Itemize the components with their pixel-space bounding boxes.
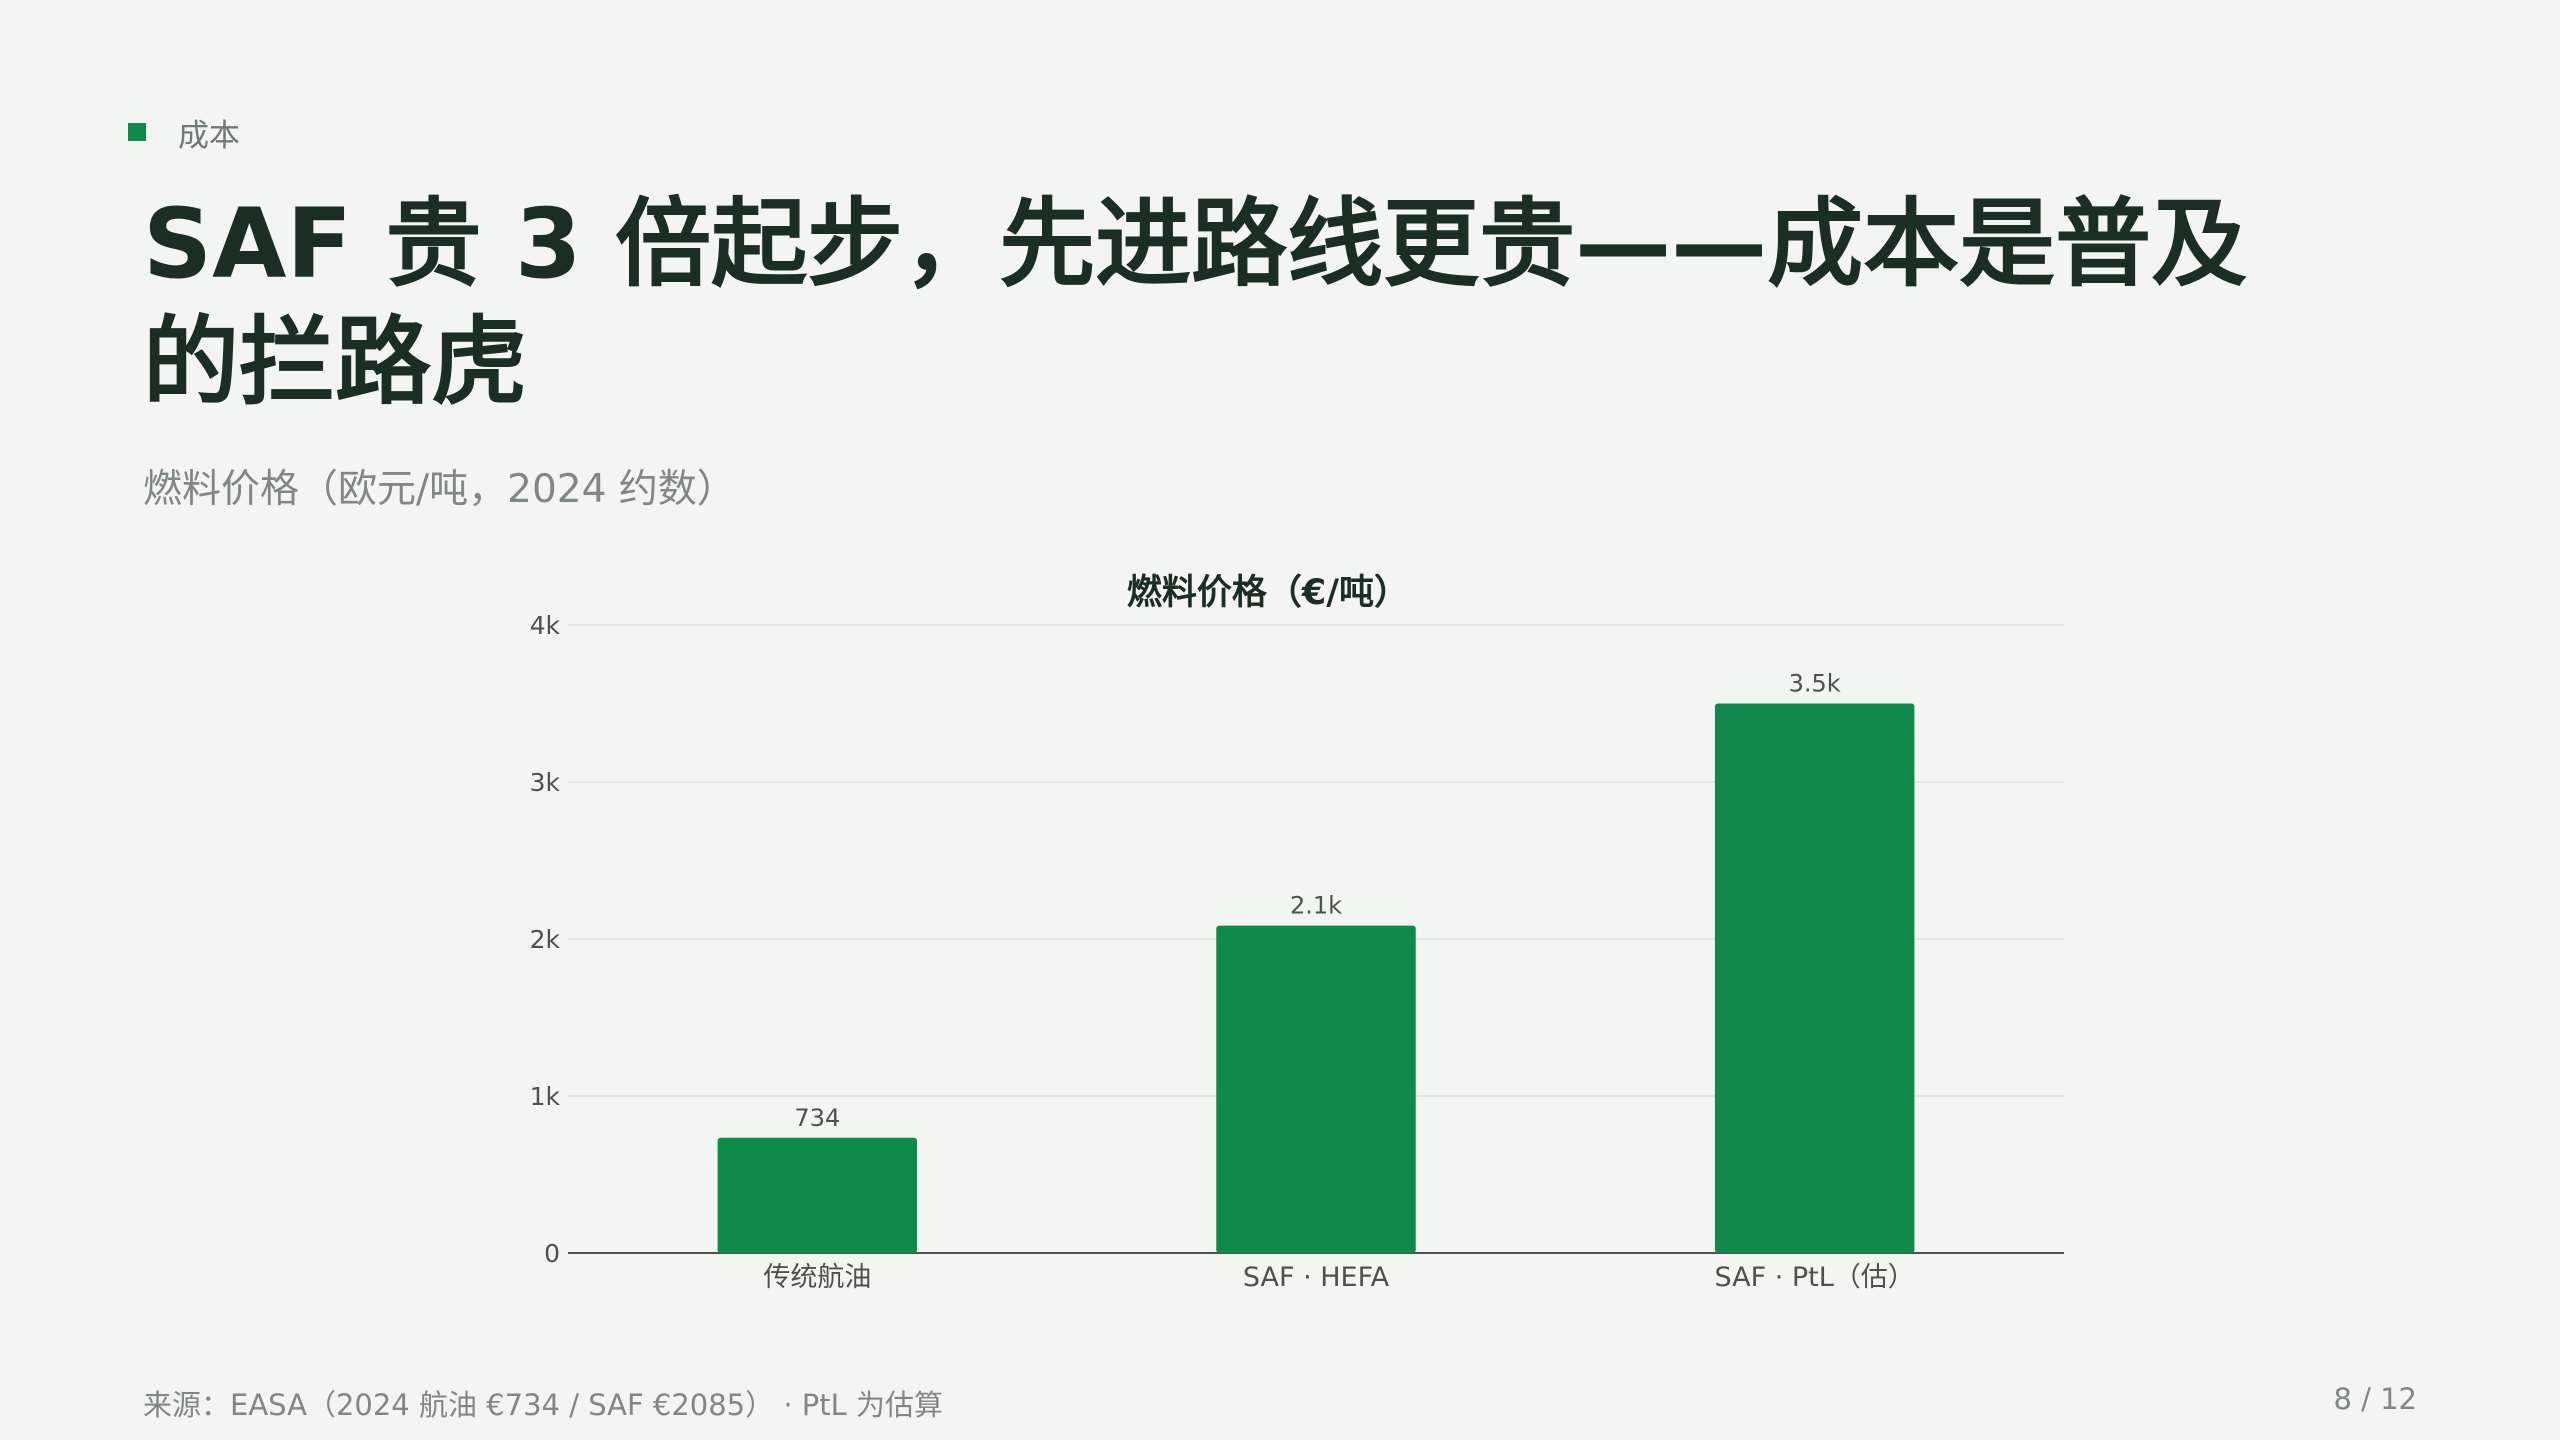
chart-title: 燃料价格（€/吨） bbox=[1127, 573, 1409, 613]
y-tick-label: 0 bbox=[544, 1239, 560, 1268]
data-label: 2.1k bbox=[1290, 892, 1342, 920]
bar bbox=[717, 1137, 918, 1253]
y-tick-label: 1k bbox=[530, 1082, 561, 1111]
bar bbox=[1216, 925, 1416, 1253]
bar bbox=[1714, 703, 1915, 1253]
x-tick-label: 传统航油 bbox=[763, 1262, 871, 1293]
slide-title: SAF 贵 3 倍起步，先进路线更贵——成本是普及的拦路虎 bbox=[143, 188, 2248, 418]
y-tick-label: 2k bbox=[530, 925, 561, 954]
slide-subtitle: 燃料价格（欧元/吨，2024 约数） bbox=[143, 467, 736, 512]
x-tick-label: SAF · HEFA bbox=[1243, 1262, 1390, 1293]
data-label: 3.5k bbox=[1789, 670, 1841, 698]
y-tick-label: 4k bbox=[530, 611, 561, 640]
bars bbox=[717, 703, 1915, 1253]
labels: 0 1k 2k 3k 4k 734 传统航油 2.1k SAF · HEFA 3.5k SAF · … bbox=[530, 611, 1915, 1293]
x-tick-label: SAF · PtL（估） bbox=[1715, 1262, 1915, 1293]
section-marker-icon bbox=[128, 123, 146, 141]
source-note: 来源：EASA（2024 航油 €734 / SAF €2085） · PtL … bbox=[143, 1388, 944, 1422]
section-tag: 成本 bbox=[128, 112, 240, 154]
y-tick-label: 3k bbox=[530, 768, 561, 797]
data-label: 734 bbox=[794, 1104, 840, 1132]
page-number: 8 / 12 bbox=[2333, 1382, 2417, 1416]
section-label: 成本 bbox=[178, 117, 240, 154]
